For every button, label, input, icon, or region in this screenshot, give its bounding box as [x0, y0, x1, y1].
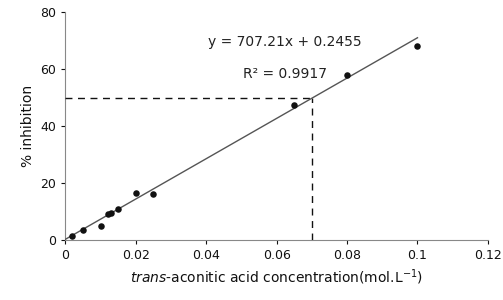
Text: R² = 0.9917: R² = 0.9917 [243, 67, 327, 81]
X-axis label: $\mathit{trans}$-aconitic acid concentration(mol.L$^{-1}$): $\mathit{trans}$-aconitic acid concentra… [130, 268, 423, 287]
Point [79, 228, 87, 232]
Point [413, 44, 422, 49]
Point [97, 223, 105, 228]
Point [107, 211, 115, 215]
Point [290, 102, 298, 107]
Text: y = 707.21x + 0.2455: y = 707.21x + 0.2455 [208, 35, 362, 49]
Point [132, 190, 140, 195]
Point [104, 212, 112, 217]
Point [114, 206, 122, 211]
Point [149, 192, 157, 197]
Point [68, 233, 76, 238]
Point [343, 72, 351, 77]
Y-axis label: % inhibition: % inhibition [21, 85, 35, 167]
